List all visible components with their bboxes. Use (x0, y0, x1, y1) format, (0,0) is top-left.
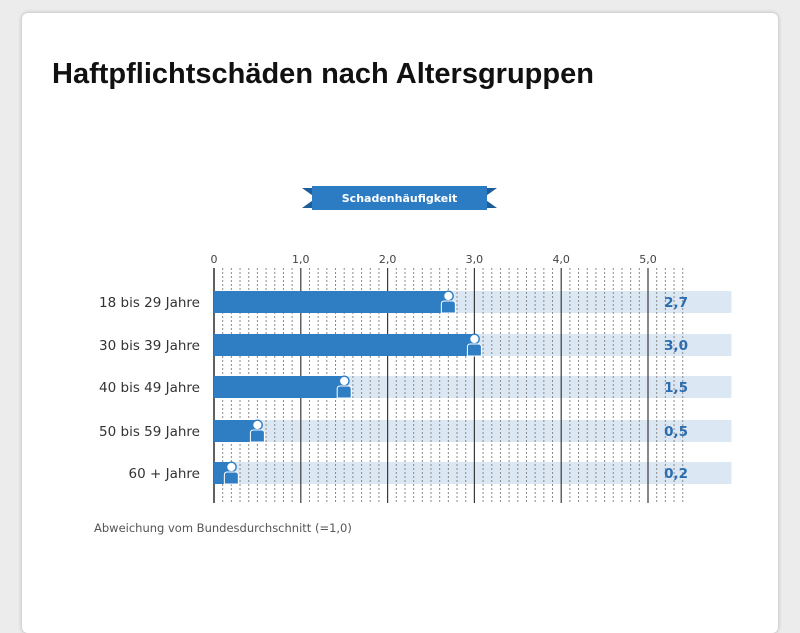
value-label: 0,2 (664, 466, 688, 482)
chart-card (22, 13, 778, 633)
category-label: 18 bis 29 Jahre (99, 295, 200, 311)
x-tick-label: 4,0 (552, 253, 570, 266)
x-tick-label: 2,0 (379, 253, 397, 266)
person-icon (223, 461, 239, 485)
person-icon (249, 419, 265, 443)
subtitle-ribbon: Schadenhäufigkeit (302, 186, 497, 210)
bar (214, 334, 475, 356)
person-icon (466, 333, 482, 357)
x-tick-label: 1,0 (292, 253, 310, 266)
chart-subtitle: Schadenhäufigkeit (342, 192, 457, 205)
x-tick-label: 3,0 (466, 253, 484, 266)
person-icon (440, 290, 456, 314)
bar (214, 376, 345, 398)
category-label: 40 bis 49 Jahre (99, 380, 200, 396)
bar-chart: Schadenhäufigkeit 0 1,0 2,0 3,0 4,0 5,0 18 bi… (94, 186, 732, 535)
person-icon (336, 375, 352, 399)
bar (214, 420, 258, 442)
value-label: 3,0 (664, 338, 688, 354)
bar (214, 291, 449, 313)
page-title: Haftpflichtschäden nach Altersgruppen (52, 58, 594, 90)
category-label: 30 bis 39 Jahre (99, 338, 200, 354)
value-label: 0,5 (664, 424, 688, 440)
x-tick-label: 5,0 (639, 253, 657, 266)
bar-track (214, 462, 732, 484)
category-label: 60 + Jahre (129, 466, 200, 482)
category-label: 50 bis 59 Jahre (99, 424, 200, 440)
x-tick-label: 0 (211, 253, 218, 266)
chart-footnote: Abweichung vom Bundesdurchschnitt (=1,0) (94, 521, 352, 535)
bar-track (214, 420, 732, 442)
value-label: 1,5 (664, 380, 688, 396)
value-label: 2,7 (664, 295, 688, 311)
